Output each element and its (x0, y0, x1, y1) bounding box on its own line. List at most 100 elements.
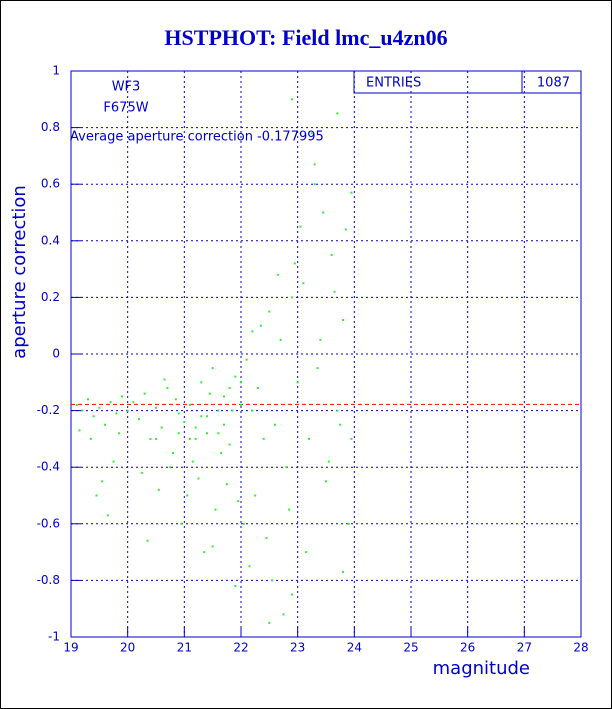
point (109, 401, 112, 404)
point (206, 415, 208, 418)
point (172, 452, 174, 455)
point (138, 418, 140, 421)
point (282, 613, 285, 616)
point (104, 423, 106, 426)
point (211, 545, 214, 548)
x-tick-label: 28 (573, 641, 588, 655)
point (240, 403, 242, 406)
point (183, 420, 186, 423)
point (308, 437, 310, 440)
point (155, 406, 157, 409)
point (112, 460, 115, 463)
point (223, 395, 225, 398)
point (160, 426, 163, 429)
point (217, 432, 220, 435)
x-tick-label: 20 (120, 641, 135, 655)
point (106, 514, 109, 517)
point (288, 508, 291, 511)
point (92, 415, 95, 418)
point (206, 432, 208, 435)
point (146, 539, 149, 542)
point (276, 273, 279, 276)
point (336, 409, 339, 412)
y-tick-label: -0.8 (37, 573, 60, 587)
x-tick-label: 26 (460, 641, 475, 655)
point (132, 401, 135, 404)
point (186, 494, 189, 497)
point (313, 183, 316, 186)
point (121, 395, 123, 398)
y-tick-label: -1 (48, 630, 60, 644)
point (296, 381, 299, 384)
point (81, 409, 84, 412)
point (126, 409, 129, 412)
point (240, 381, 242, 384)
point (291, 98, 293, 101)
y-tick-label: -0.2 (37, 403, 60, 417)
point (208, 392, 211, 395)
y-tick-label: -0.6 (37, 516, 60, 530)
point (169, 466, 172, 469)
point (228, 386, 231, 389)
point (101, 480, 104, 483)
point (339, 423, 342, 426)
x-tick-label: 22 (233, 641, 248, 655)
x-tick-label: 19 (63, 641, 78, 655)
point (180, 522, 183, 525)
point (140, 471, 143, 474)
point (118, 432, 121, 435)
point (245, 358, 248, 361)
point (259, 324, 262, 327)
y-tick-label: 0.4 (41, 233, 60, 247)
point (350, 191, 353, 194)
point (336, 112, 339, 115)
info-text: WF3 (112, 80, 141, 95)
point (310, 132, 313, 135)
point (262, 437, 265, 440)
point (254, 494, 257, 497)
point (285, 466, 288, 469)
point (194, 426, 197, 429)
point (347, 522, 350, 525)
point (271, 579, 274, 582)
point (299, 225, 302, 228)
point (305, 551, 308, 554)
point (319, 338, 322, 341)
point (265, 536, 268, 539)
stats-label: ENTRIES (366, 76, 421, 91)
point (189, 403, 191, 406)
stats-value: 1087 (537, 76, 570, 91)
point (87, 398, 89, 401)
point (225, 483, 228, 486)
point (143, 392, 146, 395)
point (237, 500, 240, 503)
point (98, 406, 101, 409)
point (322, 211, 325, 214)
point (316, 367, 319, 370)
chart-title: HSTPHOT: Field lmc_u4zn06 (164, 25, 447, 50)
point (200, 381, 203, 384)
info-text: F675W (103, 101, 148, 116)
point (191, 460, 194, 463)
point (197, 477, 200, 480)
point (217, 409, 220, 412)
y-tick-label: 1 (52, 64, 60, 78)
point (174, 398, 177, 401)
point (194, 437, 197, 440)
point (214, 508, 217, 511)
point (327, 460, 330, 463)
y-axis-label: aperture correction (9, 185, 30, 359)
point (257, 386, 259, 389)
point (89, 437, 92, 440)
point (166, 386, 169, 389)
point (268, 621, 271, 624)
x-axis-label: magnitude (433, 658, 530, 679)
point (211, 367, 214, 370)
point (274, 423, 276, 426)
point (75, 403, 78, 406)
point (78, 429, 81, 432)
point (291, 296, 293, 299)
point (248, 565, 251, 568)
x-tick-label: 27 (517, 641, 532, 655)
